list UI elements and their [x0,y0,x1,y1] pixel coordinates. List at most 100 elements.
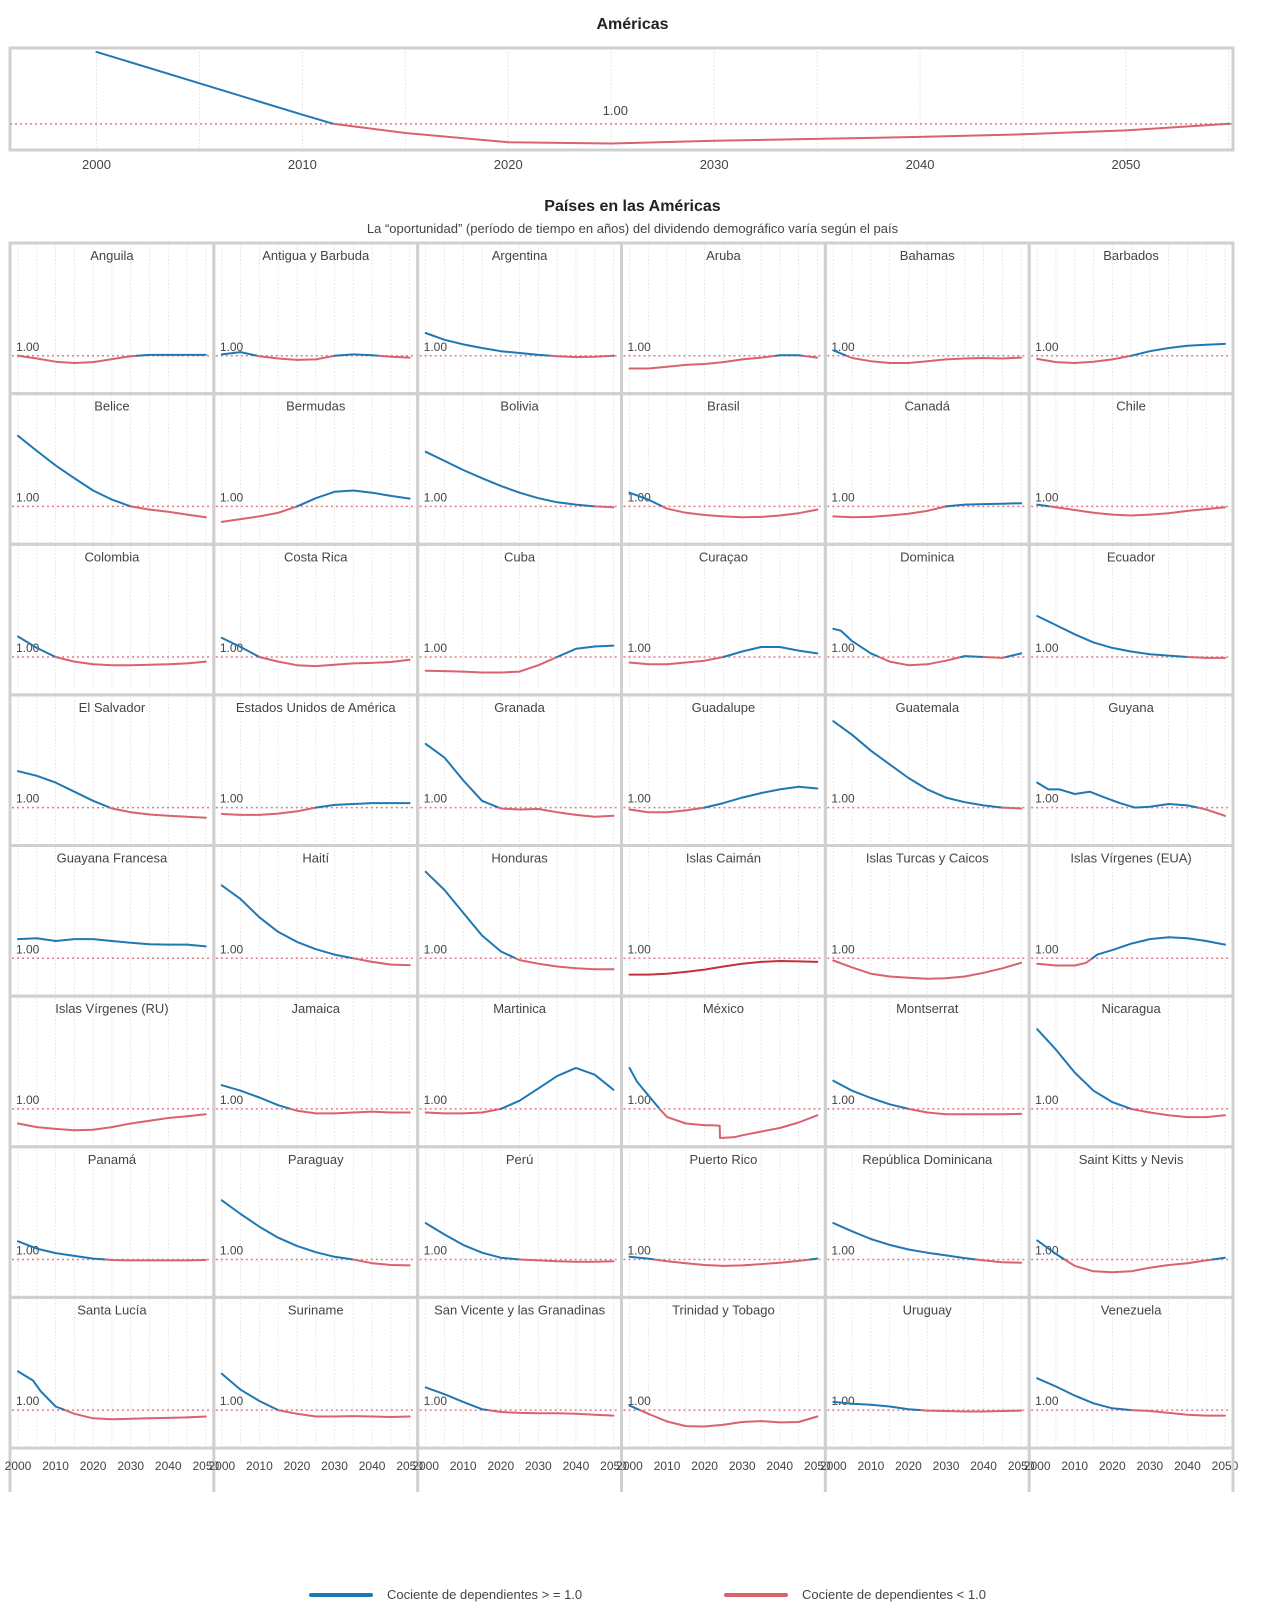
panel-title: Montserrat [896,1001,959,1016]
country-panel: 1.00 Islas Vírgenes (EUA) [1027,844,1235,998]
country-line-below-segment-1 [497,806,615,818]
americas-x-tick-label: 2010 [288,157,317,172]
country-line-above-segment-0 [220,884,355,960]
panel-title: Trinidad y Tobago [672,1302,775,1317]
panel-title: Bahamas [900,248,955,263]
panel-x-tick-label: 2000 [5,1459,32,1473]
legend-swatch-above [309,1592,373,1597]
panel-title: República Dominicana [862,1152,993,1167]
country-panel: 1.00 Antigua y Barbuda [212,241,420,396]
panel-reference-label: 1.00 [831,1244,855,1258]
countries-chart-title: Países en las Américas [544,198,721,215]
panel-reference-label: 1.00 [16,942,40,956]
country-line-above-segment-0 [628,1066,661,1110]
country-panel: 1.00 Anguila [8,241,216,396]
panel-reference-label: 1.00 [220,792,244,806]
country-panel: 1.00 Nicaragua [1027,994,1235,1149]
panel-title: Paraguay [288,1152,344,1167]
panel-title: Saint Kitts y Nevis [1079,1152,1184,1167]
country-line-below-segment-1 [549,354,615,359]
country-line-above-segment-0 [424,332,552,357]
americas-chart: 1.00 2000 2010 2020 2030 2040 2050 [8,46,1235,172]
country-line-above-segment-1 [556,644,615,658]
americas-x-tick-label: 2030 [700,157,729,172]
panel-x-tick-label: 2020 [1099,1459,1126,1473]
panel-title: Islas Turcas y Caicos [866,851,989,866]
panel-reference-label: 1.00 [220,1093,244,1107]
panel-x-tick-label: 2000 [820,1459,847,1473]
panel-title: Islas Vírgenes (RU) [55,1001,168,1016]
americas-line-above-segment-0 [95,50,335,125]
country-line-below-segment-1 [104,1258,207,1262]
country-panel: 1.00 Jamaica [212,994,420,1149]
panel-title: El Salvador [79,700,146,715]
panel-reference-label: 1.00 [424,490,448,504]
country-line-above-segment-0 [1036,781,1199,809]
country-line-below-segment-1 [17,354,138,364]
country-line-above-segment-2 [960,655,985,658]
country-line-below-segment-1 [878,656,963,667]
country-line-above-segment-1 [945,502,1023,508]
americas-reference-label: 1.00 [603,103,628,118]
country-line-above-segment-0 [1036,1028,1133,1110]
panel-reference-label: 1.00 [424,1244,448,1258]
panel-reference-label: 1.00 [220,1394,244,1408]
panel-title: Colombia [84,549,140,564]
country-panel: 1.00 Saint Kitts y Nevis [1027,1145,1235,1299]
country-line-below-segment-1 [593,505,615,509]
panel-x-tick-label: 2010 [654,1459,681,1473]
country-panel: 1.00 Canadá [823,392,1031,546]
country-line-above-segment-0 [17,937,207,948]
panel-title: Ecuador [1107,549,1156,564]
panel-title: Guyana [1108,700,1154,715]
panel-reference-label: 1.00 [424,340,448,354]
country-panel: 1.00 Argentina [416,241,623,396]
panel-x-tick-label: 2010 [42,1459,69,1473]
panel-title: Brasil [707,399,740,414]
americas-panel-border [8,46,1235,152]
country-line-below-segment-0 [628,354,777,370]
country-line-below-segment-0 [832,959,1023,980]
panel-x-tick-label: 2040 [563,1459,590,1473]
panel-reference-label: 1.00 [831,641,855,655]
panel-title: Martinica [493,1001,547,1016]
panel-reference-label: 1.00 [628,1244,652,1258]
country-line-above-segment-0 [628,1404,641,1412]
panel-title: Anguila [90,248,134,263]
panel-title: Puerto Rico [689,1152,757,1167]
country-line-below-segment-0 [628,656,725,666]
panel-reference-label: 1.00 [628,641,652,655]
country-panel: 1.00 Perú [416,1145,623,1299]
country-line-below-segment-1 [514,957,615,971]
country-panel: 1.00 San Vicente y las Granadinas [416,1295,623,1450]
panel-reference-label: 1.00 [220,942,244,956]
country-line-below-segment-0 [220,505,298,523]
panel-title: Antigua y Barbuda [262,248,370,263]
panel-title: Argentina [492,248,548,263]
panel-reference-label: 1.00 [831,942,855,956]
panel-reference-label: 1.00 [628,1093,652,1107]
panel-x-tick-label: 2010 [858,1459,885,1473]
panel-title: Guayana Francesa [57,851,168,866]
country-panel: 1.00 Curaçao [620,542,827,697]
country-line-above-segment-0 [832,1400,922,1412]
country-line-below-segment-0 [424,656,559,674]
country-line-below-segment-1 [638,1409,819,1428]
country-panel: 1.00 México [620,994,827,1149]
panel-x-tick-label: 2020 [80,1459,107,1473]
country-line-below-segment-1 [256,354,336,361]
country-panel: 1.00 Trinidad y Tobago [620,1295,827,1450]
panel-title: Belice [94,399,129,414]
country-panel: 1.00 Islas Vírgenes (RU) [8,994,216,1149]
country-line-above-segment-2 [1211,1256,1226,1261]
country-line-above-segment-2 [136,353,207,357]
panel-reference-label: 1.00 [1035,1394,1059,1408]
country-line-below-segment-1 [653,1258,811,1267]
country-line-below-segment-1 [64,1409,207,1421]
panel-reference-label: 1.00 [628,1394,652,1408]
country-panel: 1.00 Guyana [1027,693,1235,847]
panel-title: Chile [1116,399,1146,414]
country-line-above-segment-0 [424,1386,490,1412]
country-line-above-segment-0 [1036,1377,1133,1412]
